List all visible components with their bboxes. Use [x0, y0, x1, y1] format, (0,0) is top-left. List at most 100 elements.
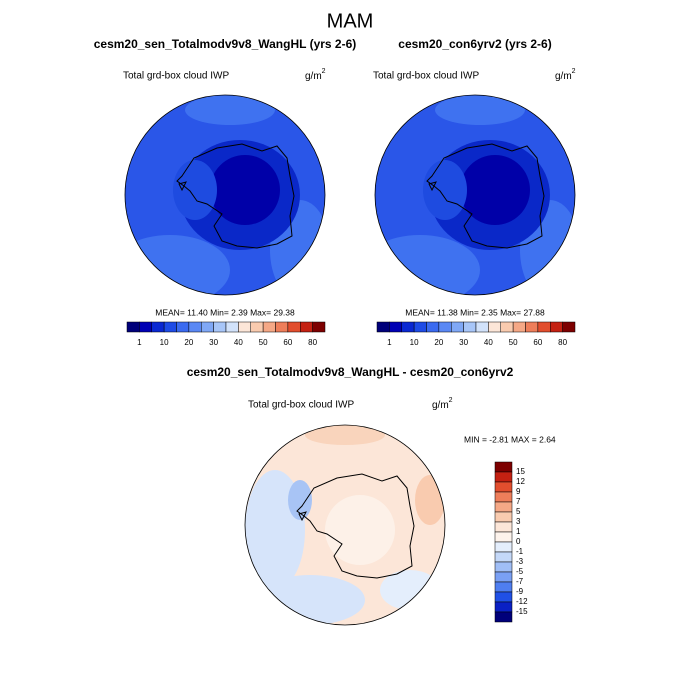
- colorbar-box: [451, 321, 464, 333]
- panel-title: cesm20_sen_Totalmodv9v8_WangHL - cesm20_…: [187, 365, 514, 379]
- colorbar-box: [512, 321, 526, 333]
- stats: MIN = -2.81 MAX = 2.64: [464, 434, 556, 444]
- colorbar-label: 80: [558, 338, 567, 347]
- colorbar-box: [494, 601, 513, 613]
- colorbar-label: 12: [516, 477, 525, 486]
- colorbar-box: [438, 321, 452, 333]
- figure-title: MAM: [327, 10, 374, 32]
- colorbar-box: [151, 321, 165, 333]
- colorbar-label: 5: [516, 507, 521, 516]
- colorbar-label: 50: [259, 338, 268, 347]
- colorbar-box: [494, 491, 513, 503]
- colorbar-box: [426, 321, 440, 333]
- colorbar: 1 10 20 30 40 50 60 80: [126, 321, 326, 347]
- stats: MEAN= 11.38 Min= 2.35 Max= 27.88: [405, 307, 545, 317]
- colorbar-box: [494, 611, 513, 623]
- colorbar-label: 30: [459, 338, 468, 347]
- colorbar-label: 15: [516, 467, 525, 476]
- colorbar-box: [562, 321, 576, 333]
- colorbar-box: [275, 321, 289, 333]
- colorbar-label: 60: [283, 338, 292, 347]
- colorbar-box: [413, 321, 427, 333]
- colorbar-box: [494, 461, 513, 473]
- colorbar-label: 3: [516, 517, 521, 526]
- colorbar-label: -1: [516, 547, 524, 556]
- colorbar-box: [494, 481, 513, 493]
- variable-label: Total grd-box cloud IWP: [123, 71, 229, 82]
- colorbar-label: -15: [516, 607, 528, 616]
- colorbar-label: 10: [410, 338, 419, 347]
- colorbar-box: [537, 321, 551, 333]
- colorbar-box: [525, 321, 539, 333]
- colorbar-box: [494, 471, 513, 483]
- colorbar-box: [494, 561, 513, 573]
- colorbar-box: [300, 321, 313, 333]
- colorbar-box: [488, 321, 501, 333]
- colorbar-label: -5: [516, 567, 524, 576]
- colorbar-box: [550, 321, 563, 333]
- colorbar-label: 1: [137, 338, 142, 347]
- colorbar-label: 60: [533, 338, 542, 347]
- colorbar-box: [494, 521, 513, 533]
- colorbar-box: [287, 321, 301, 333]
- colorbar-label: 0: [516, 537, 521, 546]
- colorbar-box: [213, 321, 227, 333]
- colorbar-box: [238, 321, 251, 333]
- units: g/m: [555, 71, 572, 82]
- colorbar-label: 7: [516, 497, 521, 506]
- colorbar-box: [494, 531, 513, 543]
- colorbar-box: [201, 321, 214, 333]
- colorbar-box: [494, 511, 513, 523]
- colorbar-box: [494, 591, 513, 603]
- colorbar-box: [389, 321, 402, 333]
- variable-label: Total grd-box cloud IWP: [373, 71, 479, 82]
- colorbar-label: 80: [308, 338, 317, 347]
- colorbar-box: [500, 321, 514, 333]
- units-exponent: 2: [449, 397, 453, 404]
- colorbar-label: 10: [160, 338, 169, 347]
- colorbar: 1 10 20 30 40 50 60 80: [376, 321, 576, 347]
- colorbar-label: 30: [209, 338, 218, 347]
- units-label: g/m2: [432, 397, 453, 411]
- colorbar-label: 20: [184, 338, 193, 347]
- map: [245, 425, 445, 625]
- colorbar-label: 50: [509, 338, 518, 347]
- units-label: g/m2: [305, 68, 326, 82]
- colorbar-box: [225, 321, 239, 333]
- colorbar-box: [494, 551, 513, 563]
- colorbar-box: [188, 321, 202, 333]
- colorbar-label: -7: [516, 577, 524, 586]
- stats: MEAN= 11.40 Min= 2.39 Max= 29.38: [155, 307, 295, 317]
- colorbar-label: -3: [516, 557, 524, 566]
- units-exponent: 2: [572, 68, 576, 75]
- panel-title: cesm20_con6yrv2 (yrs 2-6): [398, 37, 551, 51]
- colorbar-label: 1: [516, 527, 521, 536]
- units: g/m: [305, 71, 322, 82]
- colorbar-box: [494, 581, 513, 593]
- colorbar-box: [494, 571, 513, 583]
- colorbar-label: -12: [516, 597, 528, 606]
- colorbar-box: [475, 321, 489, 333]
- colorbar-box: [176, 321, 190, 333]
- colorbar-label: -9: [516, 587, 524, 596]
- colorbar-label: 20: [434, 338, 443, 347]
- units: g/m: [432, 400, 449, 411]
- map: [125, 95, 325, 295]
- colorbar-label: 9: [516, 487, 521, 496]
- colorbar-box: [250, 321, 264, 333]
- colorbar-box: [494, 541, 513, 553]
- colorbar-box: [139, 321, 152, 333]
- colorbar-box: [312, 321, 326, 333]
- colorbar-label: 40: [484, 338, 493, 347]
- colorbar-box: [494, 501, 513, 513]
- units-exponent: 2: [322, 68, 326, 75]
- colorbar-box: [463, 321, 477, 333]
- units-label: g/m2: [555, 68, 576, 82]
- map: [375, 95, 575, 295]
- colorbar-label: 1: [387, 338, 392, 347]
- panel-title: cesm20_sen_Totalmodv9v8_WangHL (yrs 2-6): [94, 37, 357, 51]
- variable-label: Total grd-box cloud IWP: [248, 400, 354, 411]
